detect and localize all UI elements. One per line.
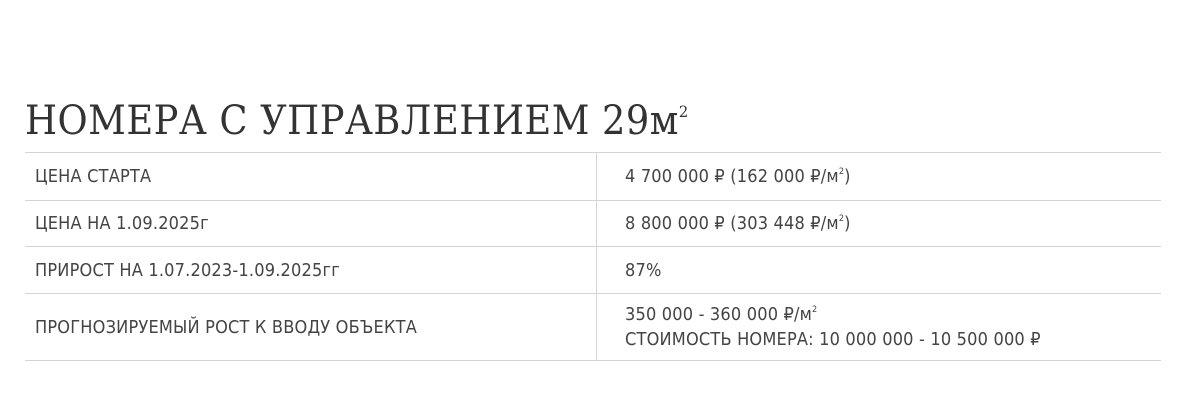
row-label-cell: ПРИРОСТ НА 1.07.2023-1.09.2025гг — [25, 247, 597, 293]
value-text: 350 000 - 360 000 ₽/м — [625, 304, 813, 325]
row-value-cell: 350 000 - 360 000 ₽/м2 СТОИМОСТЬ НОМЕРА:… — [597, 294, 1161, 360]
row-value: 8 800 000 ₽ (303 448 ₽/м2) — [625, 213, 1107, 234]
value-superscript: 2 — [838, 167, 845, 177]
title-text: НОМЕРА С УПРАВЛЕНИЕМ 29м — [25, 98, 679, 144]
table-row: ЦЕНА СТАРТА 4 700 000 ₽ (162 000 ₽/м2) — [25, 153, 1161, 201]
row-value-cell: 8 800 000 ₽ (303 448 ₽/м2) — [597, 201, 1161, 246]
price-table: ЦЕНА СТАРТА 4 700 000 ₽ (162 000 ₽/м2) Ц… — [25, 152, 1161, 361]
value-text: 8 800 000 ₽ (303 448 ₽/м — [625, 213, 839, 234]
value-superscript: 2 — [812, 305, 818, 315]
row-value-cell: 87% — [597, 247, 1161, 293]
value-text: 4 700 000 ₽ (162 000 ₽/м — [625, 166, 839, 187]
row-label: ЦЕНА СТАРТА — [35, 166, 152, 187]
title-superscript: 2 — [678, 102, 689, 121]
row-label-cell: ЦЕНА СТАРТА — [25, 153, 597, 200]
row-value: 350 000 - 360 000 ₽/м2 — [625, 304, 1107, 325]
table-row: ЦЕНА НА 1.09.2025г 8 800 000 ₽ (303 448 … — [25, 201, 1161, 247]
row-label: ПРОГНОЗИРУЕМЫЙ РОСТ К ВВОДУ ОБЪЕКТА — [35, 316, 417, 338]
row-label: ЦЕНА НА 1.09.2025г — [35, 213, 209, 234]
page-title: НОМЕРА С УПРАВЛЕНИЕМ 29м2 — [25, 98, 689, 144]
value-superscript: 2 — [838, 214, 845, 224]
row-label-cell: ЦЕНА НА 1.09.2025г — [25, 201, 597, 246]
table-row: ПРИРОСТ НА 1.07.2023-1.09.2025гг 87% — [25, 247, 1161, 294]
row-value-secondary: СТОИМОСТЬ НОМЕРА: 10 000 000 - 10 500 00… — [625, 329, 1041, 350]
value-text-end: ) — [844, 213, 851, 234]
row-value: 4 700 000 ₽ (162 000 ₽/м2) — [625, 166, 1107, 187]
row-value: 87% — [625, 259, 662, 281]
row-value-cell: 4 700 000 ₽ (162 000 ₽/м2) — [597, 153, 1161, 200]
table-row: ПРОГНОЗИРУЕМЫЙ РОСТ К ВВОДУ ОБЪЕКТА 350 … — [25, 294, 1161, 361]
row-label: ПРИРОСТ НА 1.07.2023-1.09.2025гг — [35, 259, 340, 281]
row-label-cell: ПРОГНОЗИРУЕМЫЙ РОСТ К ВВОДУ ОБЪЕКТА — [25, 294, 597, 360]
value-text-end: ) — [844, 166, 851, 187]
